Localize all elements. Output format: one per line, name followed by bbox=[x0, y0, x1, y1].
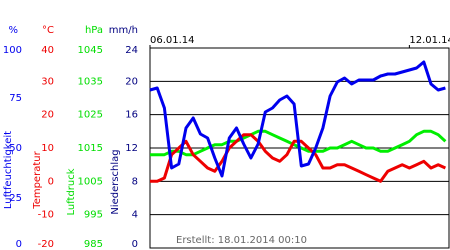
y-tick-label: 20 bbox=[125, 76, 138, 87]
x-tick-label: 06.01.14 bbox=[150, 35, 195, 46]
y-tick-label: -10 bbox=[38, 210, 54, 221]
y-tick-label: 995 bbox=[84, 210, 103, 221]
axis-title: Luftdruck bbox=[66, 168, 77, 215]
axis-title: Niederschlag bbox=[110, 149, 121, 214]
axis-title: Temperatur bbox=[32, 150, 43, 209]
axis-unit: hPa bbox=[85, 25, 103, 36]
axis-unit: °C bbox=[42, 25, 54, 36]
y-tick-label: 12 bbox=[125, 143, 138, 154]
y-tick-label: 0 bbox=[16, 239, 22, 250]
x-tick-label: 12.01.14 bbox=[409, 35, 450, 46]
footer: Erstellt: 18.01.2014 00:10 bbox=[176, 235, 307, 246]
y-tick-label: 50 bbox=[9, 143, 22, 154]
y-tick-label: 8 bbox=[132, 176, 138, 187]
y-tick-label: 75 bbox=[9, 93, 22, 104]
axis-unit: % bbox=[8, 25, 18, 36]
y-tick-label: 1005 bbox=[78, 176, 103, 187]
y-tick-label: 24 bbox=[125, 45, 138, 56]
y-tick-label: 0 bbox=[132, 239, 138, 250]
y-tick-label: 4 bbox=[132, 210, 138, 221]
data-line bbox=[149, 60, 446, 178]
y-tick-label: 20 bbox=[41, 110, 54, 121]
y-tick-label: 30 bbox=[41, 76, 54, 87]
y-tick-label: 0 bbox=[48, 176, 54, 187]
y-tick-label: 25 bbox=[9, 193, 22, 204]
y-tick-label: 1045 bbox=[78, 45, 103, 56]
axis-unit: mm/h bbox=[109, 25, 138, 36]
y-tick-label: 40 bbox=[41, 45, 54, 56]
y-tick-label: 985 bbox=[84, 239, 103, 250]
y-tick-label: 10 bbox=[41, 143, 54, 154]
y-tick-label: 1015 bbox=[78, 143, 103, 154]
y-tick-label: 100 bbox=[3, 45, 22, 56]
axis-title: Luftfeuchtigkeit bbox=[3, 131, 14, 209]
y-tick-label: 1035 bbox=[78, 76, 103, 87]
y-tick-label: -20 bbox=[38, 239, 54, 250]
y-tick-label: 16 bbox=[125, 110, 138, 121]
y-tick-label: 1025 bbox=[78, 110, 103, 121]
